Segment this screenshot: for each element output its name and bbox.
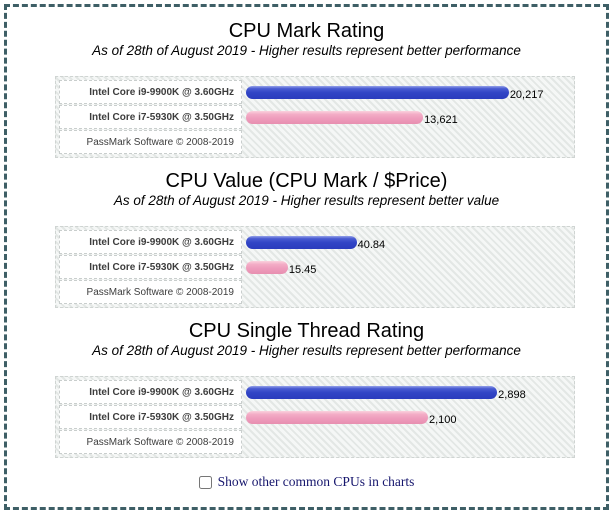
cpu-name-label: Intel Core i9-9900K @ 3.60GHz (59, 230, 242, 254)
bar-value-label: 40.84 (357, 239, 386, 251)
bar-value-label: 13,621 (424, 114, 458, 126)
bar-row: Intel Core i7-5930K @ 3.50GHz 2,100 (59, 405, 571, 429)
footer-row: PassMark Software © 2008-2019 (59, 430, 571, 454)
bar-track: 2,898 (242, 380, 571, 404)
copyright-label: PassMark Software © 2008-2019 (59, 280, 242, 304)
bar-row: Intel Core i9-9900K @ 3.60GHz 20,217 (59, 80, 571, 104)
footer-row: PassMark Software © 2008-2019 (59, 280, 571, 304)
result-bar (246, 410, 428, 424)
benchmark-charts-page: CPU Mark Rating As of 28th of August 201… (0, 20, 613, 490)
result-bar (246, 260, 288, 274)
empty-track (242, 430, 571, 454)
bar-track: 15.45 (242, 255, 571, 279)
cpu-name-label: Intel Core i9-9900K @ 3.60GHz (59, 80, 242, 104)
footer-row: PassMark Software © 2008-2019 (59, 130, 571, 154)
empty-track (242, 130, 571, 154)
empty-track (242, 280, 571, 304)
bar-track: 13,621 (242, 105, 571, 129)
bar-value-label: 2,898 (498, 389, 526, 401)
cpu-name-label: Intel Core i9-9900K @ 3.60GHz (59, 380, 242, 404)
bar-track: 20,217 (242, 80, 571, 104)
chart-title: CPU Value (CPU Mark / $Price) (165, 170, 448, 192)
result-bar (246, 85, 509, 99)
result-bar (246, 235, 357, 249)
bar-track: 40.84 (242, 230, 571, 254)
copyright-label: PassMark Software © 2008-2019 (59, 430, 242, 454)
show-other-cpus-control[interactable]: Show other common CPUs in charts (0, 474, 613, 490)
bar-value-label: 20,217 (509, 89, 544, 101)
cpu-name-label: Intel Core i7-5930K @ 3.50GHz (59, 255, 242, 279)
bar-chart-table: Intel Core i9-9900K @ 3.60GHz 20,217 Int… (55, 76, 575, 158)
bar-value-label: 2,100 (429, 414, 457, 426)
chart-title: CPU Single Thread Rating (188, 320, 425, 342)
cpu-name-label: Intel Core i7-5930K @ 3.50GHz (59, 105, 242, 129)
chart-title: CPU Mark Rating (228, 20, 385, 42)
chart-subtitle: As of 28th of August 2019 - Higher resul… (92, 43, 521, 58)
bar-row: Intel Core i7-5930K @ 3.50GHz 13,621 (59, 105, 571, 129)
bar-row: Intel Core i9-9900K @ 3.60GHz 2,898 (59, 380, 571, 404)
show-other-cpus-checkbox[interactable] (198, 475, 212, 489)
chart-subtitle: As of 28th of August 2019 - Higher resul… (113, 193, 500, 208)
chart-section-cpu-mark: CPU Mark Rating As of 28th of August 201… (0, 20, 613, 158)
bar-value-label: 15.45 (288, 264, 317, 276)
chart-section-cpu-single-thread: CPU Single Thread Rating As of 28th of A… (0, 320, 613, 458)
bar-row: Intel Core i9-9900K @ 3.60GHz 40.84 (59, 230, 571, 254)
bar-track: 2,100 (242, 405, 571, 429)
cpu-name-label: Intel Core i7-5930K @ 3.50GHz (59, 405, 242, 429)
chart-section-cpu-value: CPU Value (CPU Mark / $Price) As of 28th… (0, 170, 613, 308)
result-bar (246, 385, 498, 399)
chart-subtitle: As of 28th of August 2019 - Higher resul… (92, 343, 521, 358)
copyright-label: PassMark Software © 2008-2019 (59, 130, 242, 154)
bar-chart-table: Intel Core i9-9900K @ 3.60GHz 40.84 Inte… (55, 226, 575, 308)
bar-row: Intel Core i7-5930K @ 3.50GHz 15.45 (59, 255, 571, 279)
show-other-cpus-label[interactable]: Show other common CPUs in charts (217, 474, 415, 489)
bar-chart-table: Intel Core i9-9900K @ 3.60GHz 2,898 Inte… (55, 376, 575, 458)
result-bar (246, 110, 424, 124)
